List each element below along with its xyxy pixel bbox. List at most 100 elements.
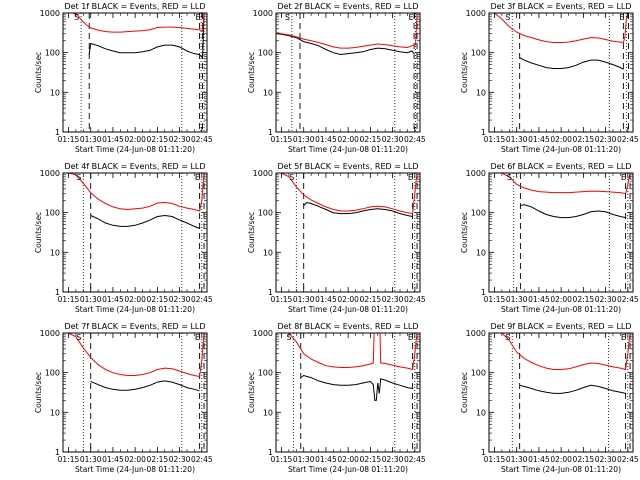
x-tick-label: 01:15 <box>58 135 80 144</box>
panel-data <box>64 13 207 59</box>
y-tick-label: 10 <box>476 88 486 97</box>
y-tick-label: 1 <box>55 448 60 457</box>
y-tick-label: 1000 <box>466 169 486 178</box>
lld-series-line <box>277 333 420 371</box>
panel-data <box>276 13 420 56</box>
x-tick-label: 01:45 <box>102 135 124 144</box>
plot-frame <box>275 172 421 293</box>
plot-frame <box>275 12 421 133</box>
events-series-line <box>276 33 415 56</box>
x-tick-label: 01:30 <box>506 295 528 304</box>
x-tick-label: 01:30 <box>293 295 315 304</box>
y-tick-label: 100 <box>258 49 273 58</box>
x-tick-label: 02:00 <box>550 295 572 304</box>
x-tick-label: 01:15 <box>271 455 293 464</box>
x-axis-label: Start Time (24-Jun-08 01:11:20) <box>288 145 408 154</box>
events-series-line <box>88 13 207 59</box>
x-tick-label: 02:45 <box>191 455 213 464</box>
x-tick-label: 01:30 <box>80 455 102 464</box>
lld-series-line <box>490 333 633 371</box>
y-tick-label: 1000 <box>40 169 60 178</box>
x-tick-label: 01:45 <box>528 135 550 144</box>
x-tick-label: 02:45 <box>617 135 639 144</box>
y-tick-label: 1000 <box>466 9 486 18</box>
y-tick-label: 100 <box>471 49 486 58</box>
y-tick-label: 100 <box>45 369 60 378</box>
y-tick-label: 10 <box>50 248 60 257</box>
detector-panel: Det 4f BLACK = Events, RED = LLD 1 10 100 10… <box>34 162 213 314</box>
y-tick-label: 1000 <box>253 329 273 338</box>
x-axis-label: Start Time (24-Jun-08 01:11:20) <box>501 145 621 154</box>
x-tick-label: 02:45 <box>617 455 639 464</box>
panel-data <box>64 173 207 229</box>
y-tick-label: 1 <box>268 448 273 457</box>
x-tick-label: 02:45 <box>191 295 213 304</box>
x-tick-label: 02:00 <box>550 455 572 464</box>
x-tick-label: 02:00 <box>124 135 146 144</box>
detector-panel: Det 1f BLACK = Events, RED = LLD 1 10 100 10… <box>34 2 213 154</box>
y-tick-label: 1 <box>268 128 273 137</box>
y-tick-label: 1000 <box>466 329 486 338</box>
x-tick-label: 01:15 <box>58 295 80 304</box>
x-tick-label: 01:15 <box>484 455 506 464</box>
x-tick-label: 02:15 <box>147 135 169 144</box>
panel-title: Det 5f BLACK = Events, RED = LLD <box>277 162 418 171</box>
x-tick-label: 01:15 <box>484 295 506 304</box>
events-series-line <box>90 214 200 229</box>
y-tick-label: 1000 <box>253 169 273 178</box>
x-tick-label: 02:30 <box>382 295 404 304</box>
x-axis-label: Start Time (24-Jun-08 01:11:20) <box>75 465 195 474</box>
y-tick-label: 10 <box>476 408 486 417</box>
saa-start-label: S <box>76 173 81 182</box>
panel-title: Det 3f BLACK = Events, RED = LLD <box>490 2 631 11</box>
panel-data <box>490 173 633 219</box>
x-tick-label: 02:00 <box>337 455 359 464</box>
lld-series-line <box>490 173 633 195</box>
x-tick-label: 02:30 <box>382 135 404 144</box>
saa-start-label: S <box>289 173 294 182</box>
x-tick-label: 01:30 <box>506 135 528 144</box>
plot-frame <box>62 332 208 453</box>
events-series-line <box>520 204 626 219</box>
saa-start-label: S <box>286 333 291 342</box>
plot-frame <box>488 172 634 293</box>
lld-series-line <box>64 13 207 33</box>
x-tick-label: 01:15 <box>58 455 80 464</box>
panel-title: Det 2f BLACK = Events, RED = LLD <box>277 2 418 11</box>
y-tick-label: 100 <box>258 369 273 378</box>
x-tick-label: 01:45 <box>315 135 337 144</box>
saa-start-label: S <box>76 333 81 342</box>
detector-panel: Det 5f BLACK = Events, RED = LLD 1 10 100 10… <box>247 162 426 314</box>
panel-data <box>277 173 420 217</box>
y-tick-label: 1 <box>268 288 273 297</box>
x-tick-label: 02:15 <box>360 455 382 464</box>
y-axis-label: Counts/sec <box>460 52 469 93</box>
y-tick-label: 1000 <box>40 329 60 338</box>
y-tick-label: 10 <box>263 408 273 417</box>
x-tick-label: 02:15 <box>147 455 169 464</box>
saa-start-label: S <box>505 333 510 342</box>
events-series-line <box>303 201 413 217</box>
panel-title: Det 7f BLACK = Events, RED = LLD <box>64 322 205 331</box>
panel-title: Det 4f BLACK = Events, RED = LLD <box>64 162 205 171</box>
plot-frame <box>488 12 634 133</box>
detector-panel: Det 2f BLACK = Events, RED = LLD 1 10 100 10… <box>247 2 426 154</box>
x-tick-label: 02:30 <box>382 455 404 464</box>
events-series-line <box>90 380 200 392</box>
x-tick-label: 01:15 <box>271 135 293 144</box>
x-tick-label: 01:45 <box>528 295 550 304</box>
saa-end-label: E <box>195 333 200 342</box>
panel-data <box>490 13 633 70</box>
y-tick-label: 10 <box>476 248 486 257</box>
x-tick-label: 01:30 <box>80 295 102 304</box>
y-tick-label: 1000 <box>253 9 273 18</box>
y-axis-label: Counts/sec <box>460 372 469 413</box>
saa-end-label: E <box>408 333 413 342</box>
detector-panel: Det 8f BLACK = Events, RED = LLD 1 10 100 10… <box>247 322 426 474</box>
y-tick-label: 1 <box>481 288 486 297</box>
plot-frame <box>488 332 634 453</box>
saa-end-label: E <box>409 13 414 22</box>
x-tick-label: 02:45 <box>617 295 639 304</box>
y-tick-label: 1 <box>481 128 486 137</box>
x-tick-label: 01:30 <box>293 135 315 144</box>
